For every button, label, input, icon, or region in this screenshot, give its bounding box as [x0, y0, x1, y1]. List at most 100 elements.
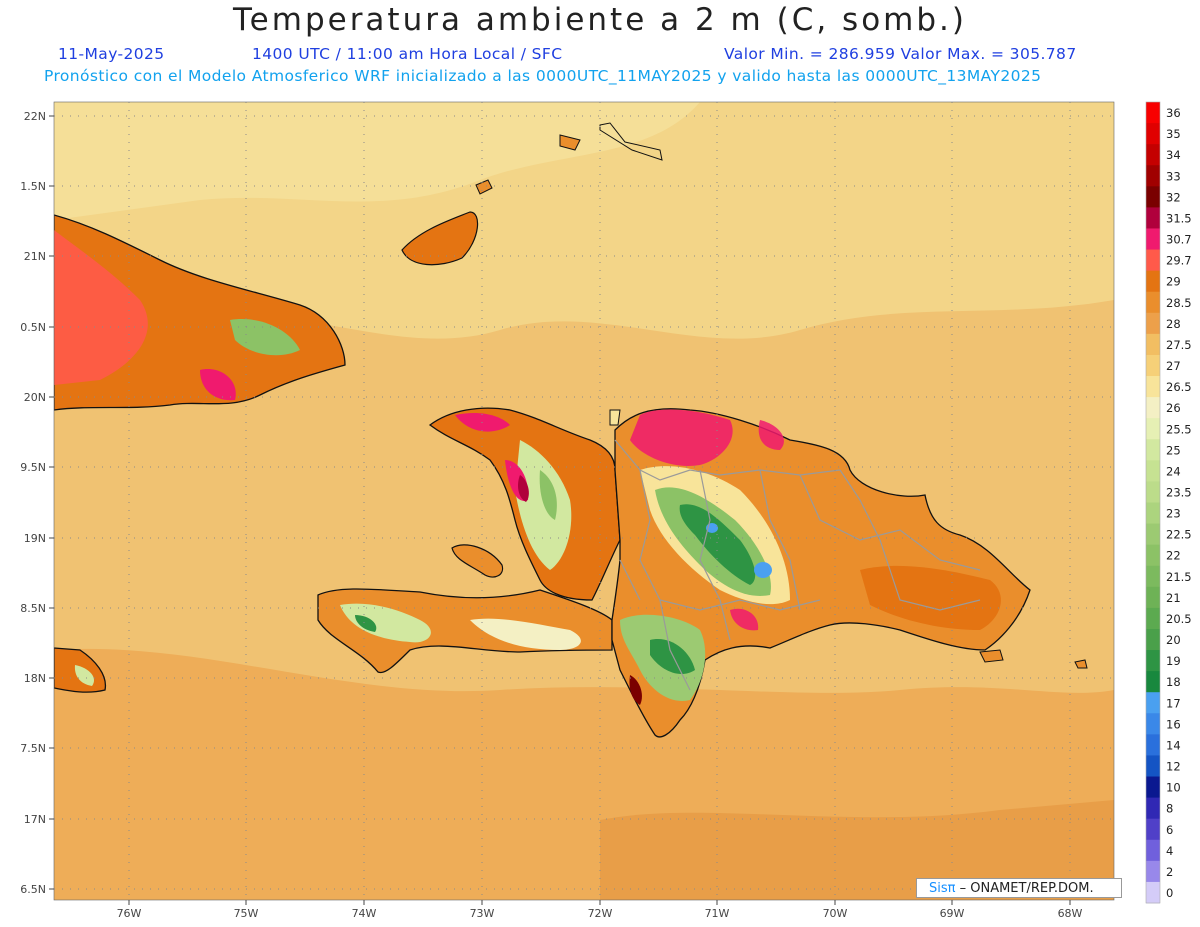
- colorbar-swatch: [1146, 333, 1160, 356]
- lon-label: 75W: [234, 907, 259, 920]
- credit-text: – ONAMET/REP.DOM.: [959, 881, 1094, 896]
- colorbar-label: 29: [1166, 275, 1181, 289]
- north-sea-field: [54, 102, 700, 220]
- colorbar-label: 0: [1166, 886, 1173, 900]
- colorbar-swatch: [1146, 628, 1160, 651]
- colorbar-swatch: [1146, 755, 1160, 778]
- colorbar-swatch: [1146, 797, 1160, 820]
- lat-label: 18N: [24, 672, 46, 685]
- cool-area: [230, 319, 300, 356]
- colorbar-label: 21: [1166, 591, 1181, 605]
- mild-area: [470, 618, 581, 650]
- colorbar-swatch: [1146, 291, 1160, 314]
- colorbar-swatch: [1146, 144, 1160, 166]
- map-title: Temperatura ambiente a 2 m (C, somb.): [233, 2, 967, 38]
- cool-area: [515, 440, 572, 570]
- colorbar-swatch: [1146, 376, 1160, 398]
- lat-label: 1.5N: [20, 180, 46, 193]
- longitude-axis: 76W 75W 74W 73W 72W 71W 70W 69W 68W: [117, 900, 1083, 920]
- colorbar-label: 27.5: [1166, 338, 1192, 352]
- gonave-island: [451, 544, 504, 578]
- colorbar-swatch: [1146, 312, 1160, 335]
- colorbar-label: 16: [1166, 717, 1181, 731]
- min-max-values: Valor Min. = 286.959 Valor Max. = 305.78…: [724, 45, 1077, 63]
- colorbar-swatch: [1146, 860, 1160, 883]
- island: [559, 134, 581, 151]
- colorbar-label: 2: [1166, 865, 1173, 879]
- hot-area: [758, 420, 784, 450]
- colorbar-swatch: [1146, 776, 1160, 799]
- colorbar-label: 25.5: [1166, 422, 1192, 436]
- hot-area: [200, 369, 236, 401]
- colorbar-swatch: [1146, 207, 1160, 229]
- colorbar-label: 12: [1166, 760, 1181, 774]
- colorbar-label: 32: [1166, 190, 1181, 204]
- colorbar-swatch: [1146, 586, 1160, 609]
- cold-area: [355, 615, 377, 632]
- colorbar-label: 8: [1166, 802, 1173, 816]
- lon-label: 72W: [588, 907, 613, 920]
- lat-label: 22N: [24, 110, 46, 123]
- colorbar-label: 27: [1166, 359, 1181, 373]
- colorbar-label: 6: [1166, 823, 1173, 837]
- colorbar-swatch: [1146, 818, 1160, 841]
- colorbar-label: 14: [1166, 738, 1181, 752]
- colorbar-label: 18: [1166, 675, 1181, 689]
- colorbar-swatch: [1146, 186, 1160, 208]
- colorbar-label: 22.5: [1166, 528, 1192, 542]
- colorbar-swatch: [1146, 607, 1160, 630]
- colorbar-swatch: [1146, 123, 1160, 145]
- colorbar-label: 34: [1166, 148, 1181, 162]
- colorbar-label: 29.7: [1166, 254, 1192, 268]
- sispi-logo: Sisπ: [929, 881, 956, 896]
- lat-label: 8.5N: [20, 602, 46, 615]
- colorbar-label: 22: [1166, 549, 1181, 563]
- lon-label: 69W: [940, 907, 965, 920]
- island: [475, 179, 493, 195]
- lon-label: 73W: [470, 907, 495, 920]
- colorbar-swatch: [1146, 713, 1160, 735]
- colorbar-label: 30.7: [1166, 233, 1192, 247]
- colorbar-swatch: [1146, 165, 1160, 187]
- colorbar-swatch: [1146, 270, 1160, 293]
- colorbar-label: 17: [1166, 696, 1181, 710]
- colorbar-swatch: [1146, 439, 1160, 461]
- colorbar-swatch: [1146, 523, 1160, 546]
- map-field: [54, 102, 1114, 900]
- colorbar-label: 28: [1166, 317, 1181, 331]
- colorbar-label: 33: [1166, 169, 1181, 183]
- lat-label: 20N: [24, 391, 46, 404]
- lat-label: 0.5N: [20, 321, 46, 334]
- lon-label: 68W: [1058, 907, 1083, 920]
- model-description: Pronóstico con el Modelo Atmosferico WRF…: [44, 67, 1042, 85]
- colorbar-label: 10: [1166, 781, 1181, 795]
- graticule: [54, 102, 1114, 900]
- colorbar-frame: [1145, 101, 1161, 904]
- colorbar-label: 36: [1166, 106, 1181, 120]
- hot-area: [54, 230, 148, 385]
- colorbar-label: 24: [1166, 464, 1181, 478]
- colorbar-swatch: [1146, 565, 1160, 588]
- colorbar-label: 20: [1166, 633, 1181, 647]
- colorbar-swatch: [1146, 839, 1160, 862]
- map-frame: [53, 101, 1115, 901]
- colorbar-label: 20.5: [1166, 612, 1192, 626]
- colorbar-swatch: [1146, 397, 1160, 419]
- colorbar-swatch: [1146, 881, 1160, 904]
- colorbar-label: 25: [1166, 443, 1181, 457]
- colorbar-label: 35: [1166, 127, 1181, 141]
- lat-label: 17N: [24, 813, 46, 826]
- colorbar-swatch: [1146, 102, 1160, 124]
- colorbar-swatch: [1146, 502, 1160, 525]
- colorbar-label: 19: [1166, 654, 1181, 668]
- colorbar-label: 26.5: [1166, 380, 1192, 394]
- tortuga-island: [609, 409, 621, 426]
- colorbar-swatch: [1146, 671, 1160, 693]
- south-sea-field: [600, 800, 1114, 900]
- saona-island: [979, 649, 1004, 663]
- forecast-time: 1400 UTC / 11:00 am Hora Local / SFC: [252, 45, 563, 63]
- colorbar-swatch: [1146, 418, 1160, 440]
- lat-label: 6.5N: [20, 883, 46, 896]
- colorbar-label: 26: [1166, 401, 1181, 415]
- colorbar-label: 28.5: [1166, 296, 1192, 310]
